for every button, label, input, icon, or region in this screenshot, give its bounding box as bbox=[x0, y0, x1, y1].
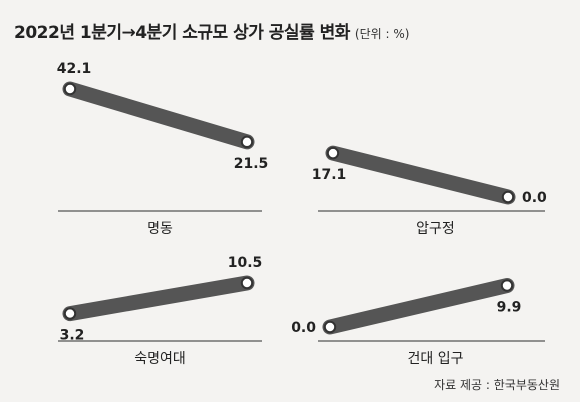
source-note: 자료 제공 : 한국부동산원 bbox=[434, 378, 560, 392]
unit-label: (단위 : %) bbox=[354, 27, 410, 41]
end-point bbox=[240, 276, 254, 290]
series-line bbox=[325, 145, 516, 205]
category-label: 숙명여대 bbox=[134, 351, 186, 367]
end-point bbox=[501, 190, 515, 204]
data-label: 0.0 bbox=[522, 190, 547, 206]
data-label: 3.2 bbox=[60, 328, 85, 344]
start-point bbox=[326, 146, 340, 160]
chart-title-row: 2022년 1분기→4분기 소규모 상가 공실률 변화 (단위 : %) bbox=[14, 18, 409, 43]
series-line bbox=[322, 278, 515, 335]
data-label: 10.5 bbox=[228, 255, 263, 271]
series-line bbox=[62, 81, 255, 150]
chart-title: 2022년 1분기→4분기 소규모 상가 공실률 변화 bbox=[14, 23, 350, 43]
category-label: 건대 입구 bbox=[408, 351, 464, 367]
start-point bbox=[63, 307, 77, 320]
category-label: 명동 bbox=[147, 221, 173, 237]
data-label: 9.9 bbox=[497, 300, 522, 316]
end-point bbox=[500, 279, 514, 292]
end-point bbox=[240, 135, 254, 149]
start-point bbox=[323, 320, 337, 334]
data-label: 21.5 bbox=[234, 156, 269, 172]
data-label: 17.1 bbox=[312, 167, 347, 183]
data-label: 0.0 bbox=[291, 320, 316, 336]
start-point bbox=[63, 82, 77, 96]
series-line bbox=[62, 275, 255, 322]
category-label: 압구정 bbox=[416, 221, 455, 237]
data-label: 42.1 bbox=[57, 61, 92, 77]
